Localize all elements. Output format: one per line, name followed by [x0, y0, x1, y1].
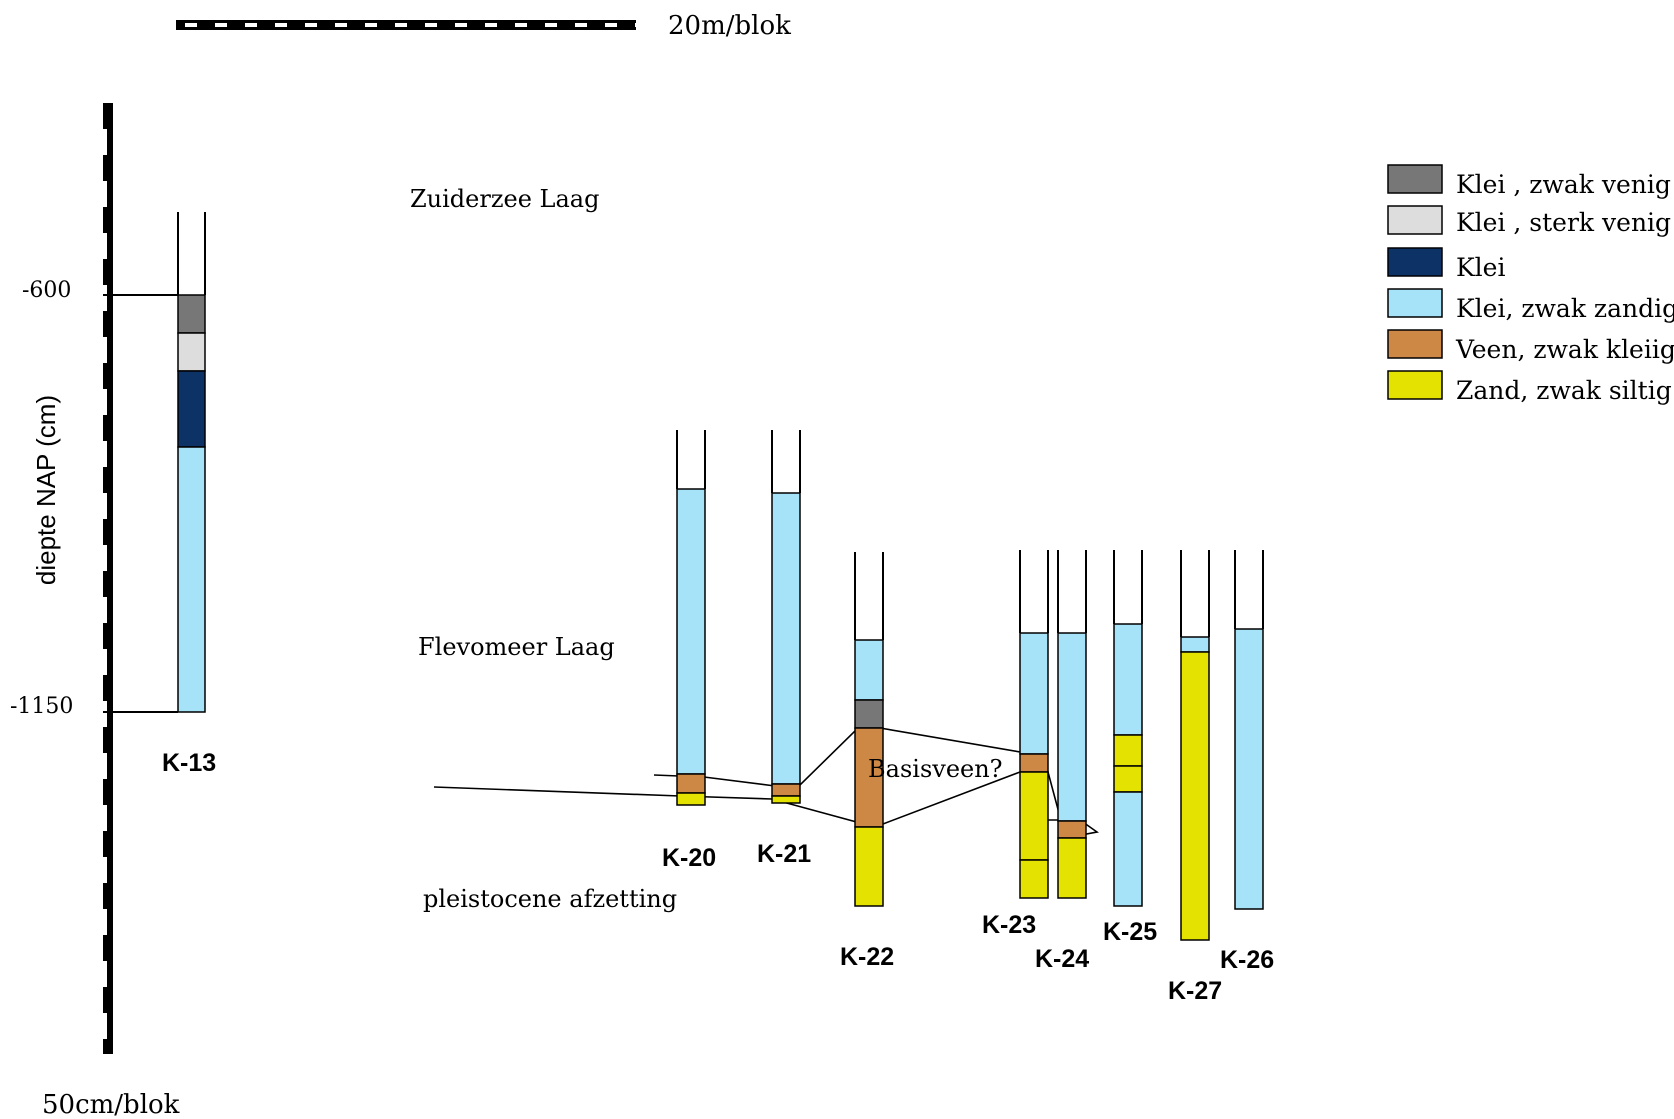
legend: Klei , zwak venig Klei , sterk venig Kle… [1387, 164, 1674, 405]
borehole-label-k25: K-25 [1103, 918, 1157, 946]
borehole-k26 [1234, 550, 1264, 910]
legend-label-0: Klei , zwak venig [1456, 170, 1671, 199]
borehole-label-k20: K-20 [662, 844, 716, 872]
borehole-label-k23: K-23 [982, 911, 1036, 939]
horizontal-scale-bar [176, 20, 636, 30]
legend-swatch-1 [1387, 205, 1443, 235]
borehole-label-k13: K-13 [162, 749, 216, 777]
borehole-k22 [854, 552, 884, 907]
horizontal-scale-label: 20m/blok [668, 11, 791, 41]
borehole-k25 [1113, 550, 1143, 907]
borehole-label-k21: K-21 [757, 840, 811, 868]
legend-swatch-5 [1387, 370, 1443, 400]
unit-label-zuiderzee: Zuiderzee Laag [410, 185, 599, 213]
legend-swatch-0 [1387, 164, 1443, 194]
borehole-k20 [676, 430, 706, 806]
borehole-label-k26: K-26 [1220, 946, 1274, 974]
vertical-scale-bar [103, 103, 113, 1054]
legend-swatch-4 [1387, 329, 1443, 359]
vertical-scale-label: 50cm/blok [42, 1090, 180, 1119]
borehole-k27 [1180, 550, 1210, 941]
axis-title: diepte NAP (cm) [31, 395, 61, 585]
legend-label-4: Veen, zwak kleiig [1455, 335, 1674, 364]
borehole-k21 [771, 430, 801, 804]
borehole-k13 [177, 212, 206, 713]
borehole-label-k27: K-27 [1168, 977, 1222, 1005]
borehole-k24 [1057, 550, 1087, 899]
legend-swatch-3 [1387, 288, 1443, 318]
basisveen-annotation: Basisveen? [868, 755, 1003, 783]
legend-label-5: Zand, zwak siltig [1456, 376, 1672, 405]
unit-label-pleistoceen: pleistocene afzetting [423, 885, 677, 913]
unit-label-flevomeer: Flevomeer Laag [418, 633, 615, 661]
borehole-label-k24: K-24 [1035, 945, 1089, 973]
borehole-k23 [1019, 550, 1049, 899]
tick-label-1150: -1150 [10, 694, 73, 719]
legend-label-2: Klei [1456, 253, 1505, 282]
legend-swatch-2 [1387, 247, 1443, 277]
tick-label-600: -600 [22, 278, 71, 303]
borehole-label-k22: K-22 [840, 943, 894, 971]
correlation-lines [433, 727, 1100, 839]
legend-label-1: Klei , sterk venig [1456, 208, 1671, 237]
legend-label-3: Klei, zwak zandig [1456, 294, 1674, 323]
